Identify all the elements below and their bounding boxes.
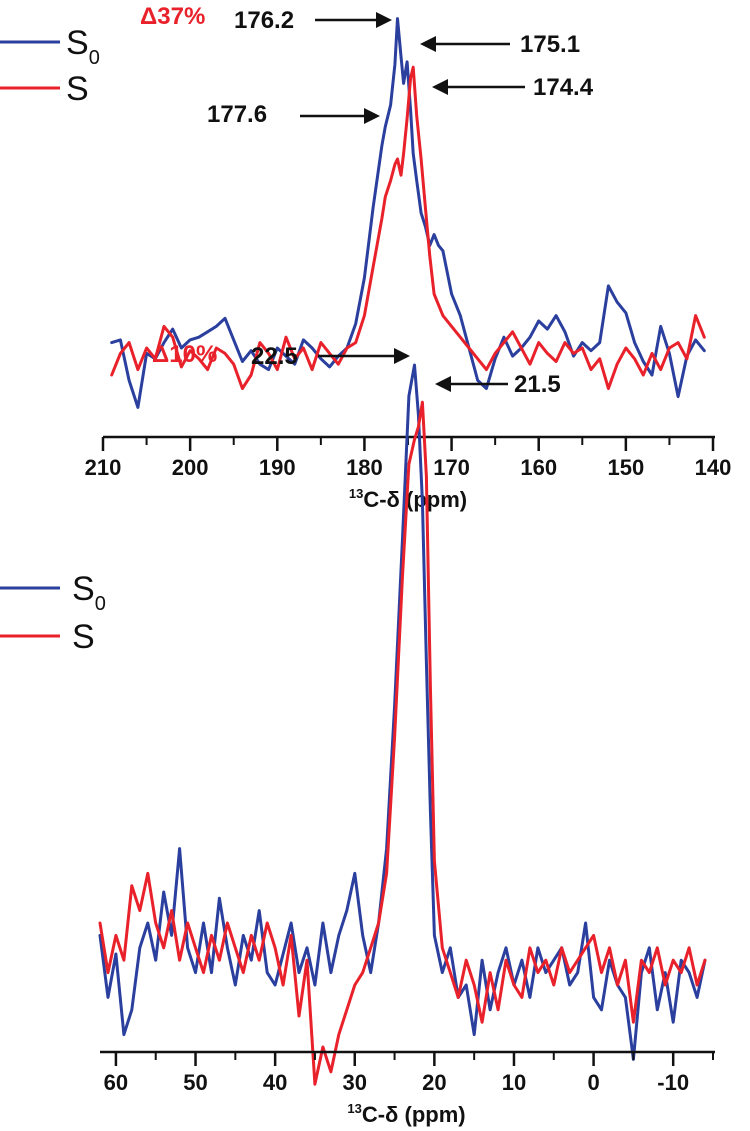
x-tick-label: -10 [657,1070,689,1095]
x-tick-label: 160 [520,455,557,480]
series-line-s [98,400,707,1086]
delta-percent-label: Δ10% [152,341,217,368]
peak-annotation-label: 176.2 [234,7,294,34]
x-tick-label: 210 [85,455,122,480]
peak-annotation-label: 175.1 [520,31,580,58]
peak-arrow-head [376,12,392,28]
peak-arrow-head [364,108,380,124]
x-tick-label: 170 [433,455,470,480]
x-tick-label: 150 [607,455,644,480]
x-axis-label: 13C-δ (ppm) [347,1101,465,1127]
legend-label: S [66,70,89,108]
x-axis-label-superscript: 13 [347,1101,361,1116]
x-tick-label: 190 [259,455,296,480]
x-axis-label-superscript: 13 [349,486,363,501]
peak-annotation-label: 22.5 [251,343,298,370]
x-axis-label: 13C-δ (ppm) [349,486,467,512]
x-tick-label: 50 [183,1070,207,1095]
legend-label: S [72,618,95,656]
upper-spectrum-panel: 210 200 190 180 170 160 150 140 13C-δ (ppm) S0S Δ3… [0,3,731,512]
peak-arrow-head [435,376,451,392]
series-line-s0 [98,363,707,1061]
peak-annotation-label: 174.4 [533,74,594,101]
x-tick-label: 60 [104,1070,128,1095]
x-tick-label: 180 [346,455,383,480]
delta-percent-label: Δ37% [140,3,205,30]
peak-arrow-head [420,36,436,52]
peak-arrow-head [432,79,448,95]
legend-label: S0 [72,570,106,615]
x-tick-label: 10 [502,1070,526,1095]
peak-annotation-label: 177.6 [207,101,267,128]
legend-label: S0 [66,24,100,69]
x-tick-label: 200 [172,455,209,480]
x-tick-label: 20 [422,1070,446,1095]
peak-annotation-label: 21.5 [514,371,561,398]
peak-arrow-head [394,348,410,364]
series-line-s [110,65,706,390]
x-axis-label-main: C-δ (ppm) [362,1102,466,1127]
x-tick-label: 0 [587,1070,599,1095]
x-tick-label: 30 [343,1070,367,1095]
x-axis-label-main: C-δ (ppm) [363,487,467,512]
x-tick-label: 140 [695,455,732,480]
x-tick-label: 40 [263,1070,287,1095]
